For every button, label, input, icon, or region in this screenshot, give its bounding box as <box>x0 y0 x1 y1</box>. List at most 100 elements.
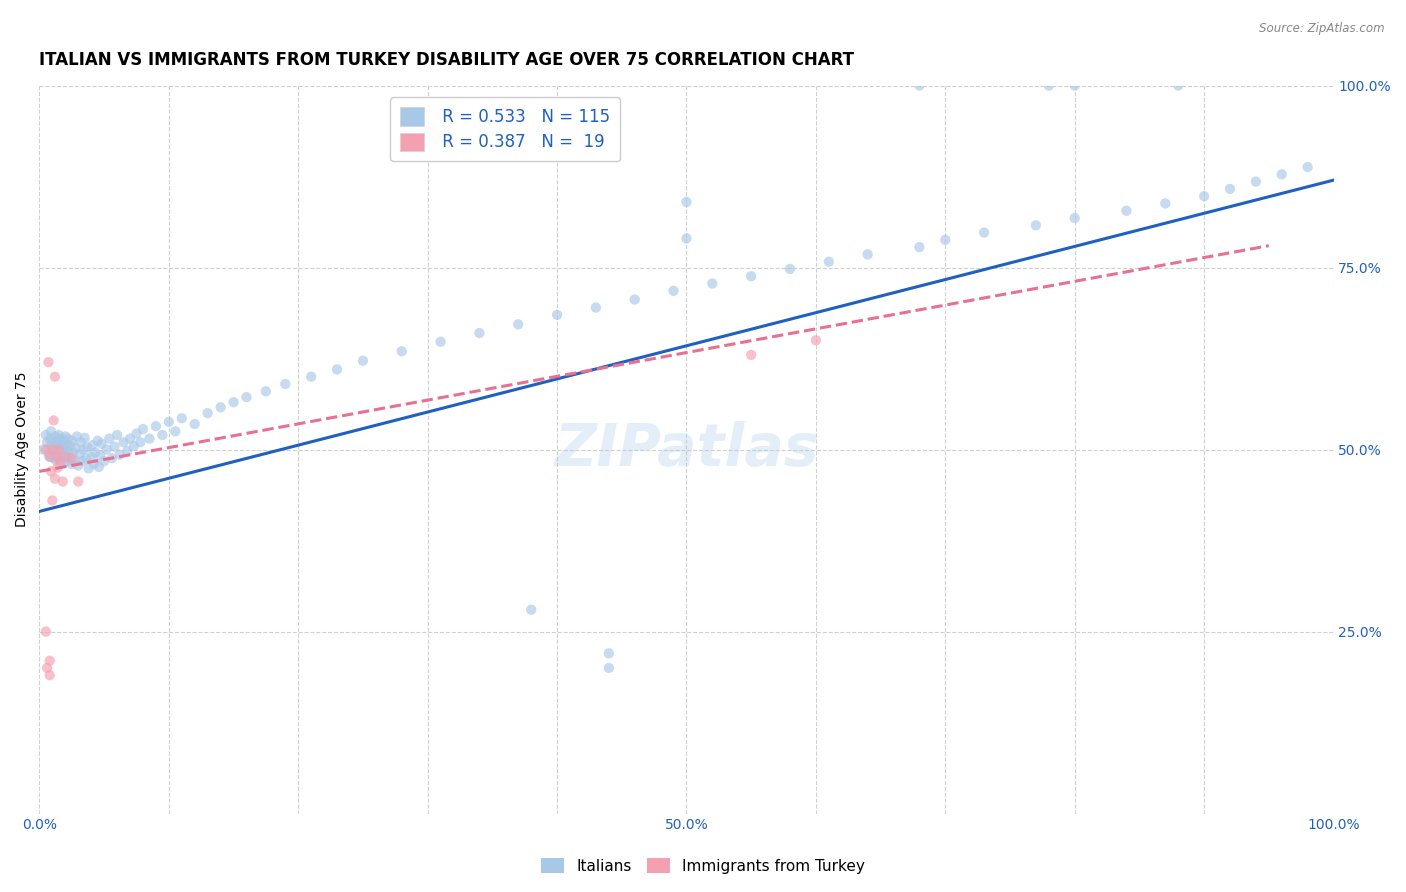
Point <box>90 436 112 450</box>
Point <box>37 661 59 675</box>
Point <box>38 450 60 464</box>
Point <box>53 429 76 443</box>
Point <box>546 308 568 322</box>
Point <box>42 451 65 466</box>
Point <box>53 441 76 455</box>
Point <box>101 451 124 466</box>
Point <box>662 284 685 298</box>
Point <box>740 348 762 362</box>
Point <box>52 433 75 447</box>
Point <box>53 450 76 464</box>
Point <box>779 262 801 277</box>
Point <box>49 441 72 455</box>
Point <box>45 450 67 464</box>
Point <box>129 435 152 450</box>
Point <box>58 450 80 464</box>
Point <box>87 460 110 475</box>
Point <box>56 444 79 458</box>
Point <box>86 434 108 448</box>
Point <box>48 442 70 457</box>
Point <box>46 446 69 460</box>
Point <box>352 353 374 368</box>
Point <box>48 451 70 466</box>
Point <box>145 419 167 434</box>
Point <box>429 334 451 349</box>
Point <box>35 624 58 639</box>
Point <box>138 432 160 446</box>
Point <box>468 326 491 340</box>
Point <box>973 226 995 240</box>
Point <box>55 437 77 451</box>
Point <box>39 425 62 439</box>
Point <box>69 435 91 450</box>
Point <box>83 457 105 471</box>
Point <box>1038 78 1060 93</box>
Point <box>48 439 70 453</box>
Point <box>46 435 69 450</box>
Point <box>49 454 72 468</box>
Point <box>65 441 87 455</box>
Point <box>67 458 90 473</box>
Point <box>235 390 257 404</box>
Point <box>197 406 219 420</box>
Point <box>150 428 173 442</box>
Point <box>56 432 79 446</box>
Point <box>60 434 83 448</box>
Point <box>908 240 931 254</box>
Point <box>59 439 82 453</box>
Point <box>132 422 155 436</box>
Point <box>675 231 697 245</box>
Point <box>44 472 66 486</box>
Point <box>62 445 84 459</box>
Point <box>103 440 125 454</box>
Point <box>623 293 645 307</box>
Point <box>41 434 63 448</box>
Point <box>76 441 98 455</box>
Point <box>37 435 59 450</box>
Point <box>52 475 75 489</box>
Point <box>508 318 530 332</box>
Point <box>856 247 879 261</box>
Point <box>72 442 94 457</box>
Point <box>70 454 93 468</box>
Point <box>67 475 90 489</box>
Point <box>1296 160 1319 174</box>
Point <box>60 451 83 466</box>
Point <box>41 442 63 457</box>
Point <box>1192 189 1215 203</box>
Point <box>598 646 620 660</box>
Point <box>39 439 62 453</box>
Point <box>934 233 956 247</box>
Point <box>1063 78 1085 93</box>
Point <box>45 453 67 467</box>
Point <box>1154 196 1177 211</box>
Point <box>35 442 58 457</box>
Point <box>41 444 63 458</box>
Point <box>1219 182 1241 196</box>
Legend: Italians, Immigrants from Turkey: Italians, Immigrants from Turkey <box>536 852 870 880</box>
Text: ZIPatlas: ZIPatlas <box>554 421 818 478</box>
Point <box>585 301 607 315</box>
Point <box>98 432 121 446</box>
Point <box>299 369 322 384</box>
Point <box>75 451 97 466</box>
Point <box>48 428 70 442</box>
Point <box>1025 219 1047 233</box>
Point <box>108 448 131 462</box>
Point <box>52 444 75 458</box>
Point <box>1063 211 1085 225</box>
Point <box>122 439 145 453</box>
Point <box>817 254 839 268</box>
Point <box>51 450 73 464</box>
Point <box>44 429 66 443</box>
Point <box>41 493 63 508</box>
Point <box>38 654 60 668</box>
Point <box>274 376 297 391</box>
Point <box>80 450 103 464</box>
Point <box>35 428 58 442</box>
Point <box>49 432 72 446</box>
Point <box>44 369 66 384</box>
Point <box>77 461 100 475</box>
Point <box>117 444 139 458</box>
Text: Source: ZipAtlas.com: Source: ZipAtlas.com <box>1260 22 1385 36</box>
